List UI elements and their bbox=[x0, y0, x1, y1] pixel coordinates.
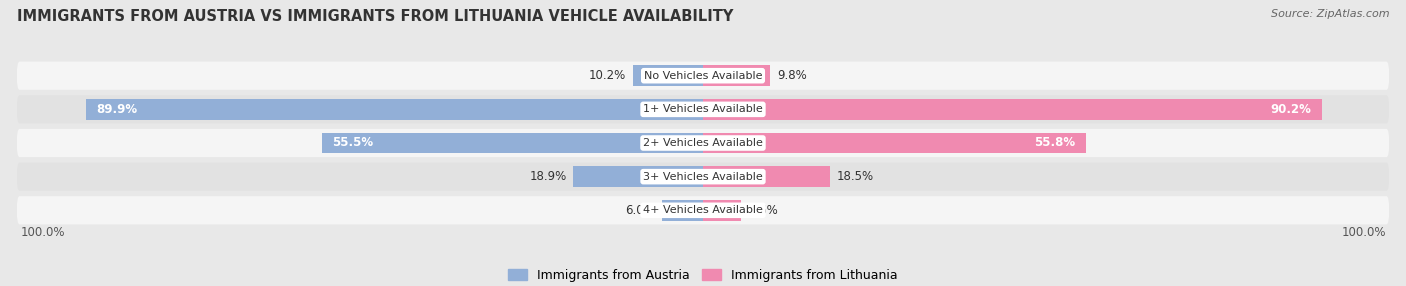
FancyBboxPatch shape bbox=[17, 196, 1389, 225]
Bar bbox=[703, 166, 830, 187]
Bar bbox=[662, 200, 703, 221]
Text: 89.9%: 89.9% bbox=[97, 103, 138, 116]
FancyBboxPatch shape bbox=[17, 129, 1389, 157]
Text: 1+ Vehicles Available: 1+ Vehicles Available bbox=[643, 104, 763, 114]
Bar bbox=[322, 133, 703, 153]
Text: 18.9%: 18.9% bbox=[529, 170, 567, 183]
Text: 4+ Vehicles Available: 4+ Vehicles Available bbox=[643, 205, 763, 215]
Text: 3+ Vehicles Available: 3+ Vehicles Available bbox=[643, 172, 763, 182]
FancyBboxPatch shape bbox=[17, 95, 1389, 124]
Text: 55.5%: 55.5% bbox=[332, 136, 374, 150]
Text: 5.6%: 5.6% bbox=[748, 204, 778, 217]
Text: Source: ZipAtlas.com: Source: ZipAtlas.com bbox=[1271, 9, 1389, 19]
Legend: Immigrants from Austria, Immigrants from Lithuania: Immigrants from Austria, Immigrants from… bbox=[503, 264, 903, 286]
Text: 90.2%: 90.2% bbox=[1271, 103, 1312, 116]
Bar bbox=[703, 133, 1085, 153]
Text: No Vehicles Available: No Vehicles Available bbox=[644, 71, 762, 81]
Text: 100.0%: 100.0% bbox=[1341, 226, 1386, 239]
Bar bbox=[703, 200, 741, 221]
Bar bbox=[633, 65, 703, 86]
Text: 55.8%: 55.8% bbox=[1035, 136, 1076, 150]
Text: 9.8%: 9.8% bbox=[778, 69, 807, 82]
Text: 100.0%: 100.0% bbox=[20, 226, 65, 239]
Bar bbox=[574, 166, 703, 187]
Text: 18.5%: 18.5% bbox=[837, 170, 875, 183]
FancyBboxPatch shape bbox=[17, 61, 1389, 90]
Bar bbox=[86, 99, 703, 120]
Text: 10.2%: 10.2% bbox=[589, 69, 626, 82]
Text: 6.0%: 6.0% bbox=[626, 204, 655, 217]
Text: 2+ Vehicles Available: 2+ Vehicles Available bbox=[643, 138, 763, 148]
Bar bbox=[703, 65, 770, 86]
Bar bbox=[703, 99, 1322, 120]
FancyBboxPatch shape bbox=[17, 162, 1389, 191]
Text: IMMIGRANTS FROM AUSTRIA VS IMMIGRANTS FROM LITHUANIA VEHICLE AVAILABILITY: IMMIGRANTS FROM AUSTRIA VS IMMIGRANTS FR… bbox=[17, 9, 734, 23]
